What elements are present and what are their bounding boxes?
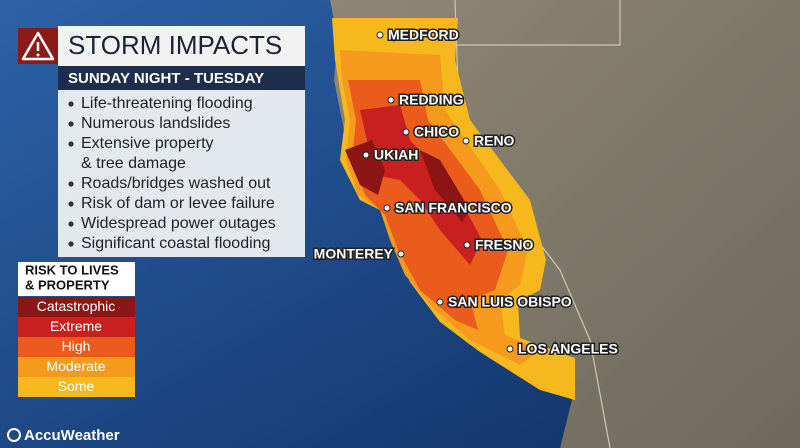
legend-label: High [62, 338, 91, 354]
city-label: FRESNO [475, 237, 533, 253]
risk-catastrophic [345, 140, 385, 195]
subtitle: SUNDAY NIGHT - TUESDAY [68, 70, 264, 87]
bullet [68, 221, 74, 227]
city-dot [376, 31, 384, 39]
city-labels: MEDFORD REDDING CHICO RENO UKIAH SAN FRANCISC… [312, 25, 619, 358]
impact-item: Extensive property [81, 135, 214, 152]
bullet [68, 121, 74, 127]
bullet [68, 241, 74, 247]
warning-icon [21, 31, 55, 61]
legend-swatch [18, 377, 135, 397]
brand-logo [7, 428, 21, 442]
legend-swatch [18, 297, 135, 317]
impact-item: Significant coastal flooding [81, 235, 270, 252]
city-label: LOS ANGELES [518, 341, 618, 357]
impact-item: Roads/bridges washed out [81, 175, 271, 192]
brand: AccuWeather [24, 427, 120, 444]
legend-label: Catastrophic [37, 298, 116, 314]
legend-title: RISK TO LIVES [25, 262, 119, 277]
bullet [68, 201, 74, 207]
city-dot [436, 298, 444, 306]
legend-swatch [18, 317, 135, 337]
title: STORM IMPACTS [68, 30, 282, 60]
city-label: RENO [474, 133, 515, 149]
city-dot [362, 151, 370, 159]
risk-catastrophic [420, 150, 470, 222]
legend-swatch [18, 357, 135, 377]
city-dot [462, 137, 470, 145]
impacts-list: Life-threatening flooding Numerous landsl… [68, 95, 276, 252]
impact-item: Risk of dam or levee failure [81, 195, 275, 212]
title-box [58, 26, 305, 66]
legend-label: Moderate [46, 358, 105, 374]
impact-item: Life-threatening flooding [81, 95, 253, 112]
city-dot [402, 128, 410, 136]
city-dot [463, 241, 471, 249]
city-dot [383, 204, 391, 212]
city-label: MONTEREY [314, 246, 394, 262]
city-dot [387, 96, 395, 104]
warning-icon [36, 53, 40, 57]
legend-title: & PROPERTY [25, 277, 110, 292]
city-label: CHICO [414, 124, 459, 140]
impact-item: & tree damage [81, 155, 186, 172]
subtitle-bar [58, 66, 305, 90]
legend-title-box [18, 262, 135, 296]
bullet [68, 101, 74, 107]
city-label: UKIAH [374, 147, 418, 163]
bullet [68, 181, 74, 187]
city-dot [506, 345, 514, 353]
legend-label: Extreme [50, 318, 102, 334]
city-label: MEDFORD [388, 27, 459, 43]
impact-item: Numerous landslides [81, 115, 230, 132]
legend-swatch [18, 337, 135, 357]
bullet [68, 141, 74, 147]
impact-item: Widespread power outages [81, 215, 276, 232]
city-label: SAN LUIS OBISPO [448, 294, 572, 310]
city-label: SAN FRANCISCO [395, 200, 512, 216]
city-dot [397, 250, 405, 258]
legend: RISK TO LIVES& PROPERTY Catastrophic Extre… [18, 262, 135, 397]
risk-extreme [360, 105, 482, 265]
city-label: REDDING [399, 92, 464, 108]
impacts-box [58, 90, 305, 257]
legend-label: Some [58, 378, 95, 394]
